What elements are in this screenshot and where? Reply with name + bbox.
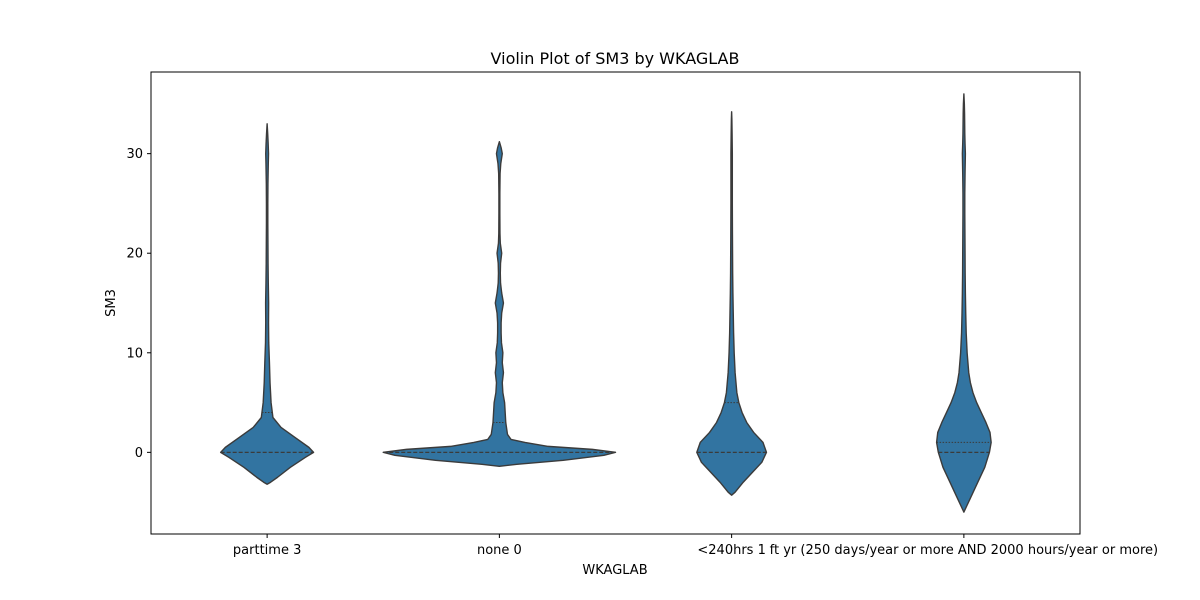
x-axis-label: WKAGLAB bbox=[582, 563, 647, 578]
y-tick-label: 0 bbox=[135, 446, 143, 461]
x-tick-label: none 0 bbox=[477, 543, 522, 558]
violins-group bbox=[219, 93, 992, 513]
chart-title: Violin Plot of SM3 by WKAGLAB bbox=[491, 49, 740, 68]
x-axis-ticks: parttime 3 none 0 <240hrs 1 ft yr (250 days… bbox=[233, 534, 1158, 558]
violin-body bbox=[219, 123, 315, 485]
y-tick-label: 10 bbox=[126, 346, 143, 361]
y-tick-label: 30 bbox=[126, 147, 143, 162]
y-axis-ticks: 0 10 20 30 bbox=[126, 147, 151, 461]
y-axis-label: SM3 bbox=[104, 289, 119, 317]
x-tick-label: ft yr (250 days/year or more AND 2000 ho… bbox=[770, 543, 1158, 558]
violin-body bbox=[382, 141, 617, 467]
plot-frame bbox=[150, 71, 1081, 535]
violin-body bbox=[696, 111, 768, 496]
violin-body bbox=[935, 93, 992, 513]
x-tick-label: <240hrs 1 bbox=[697, 543, 765, 558]
y-tick-label: 20 bbox=[126, 247, 143, 262]
x-tick-label: parttime 3 bbox=[233, 543, 301, 558]
